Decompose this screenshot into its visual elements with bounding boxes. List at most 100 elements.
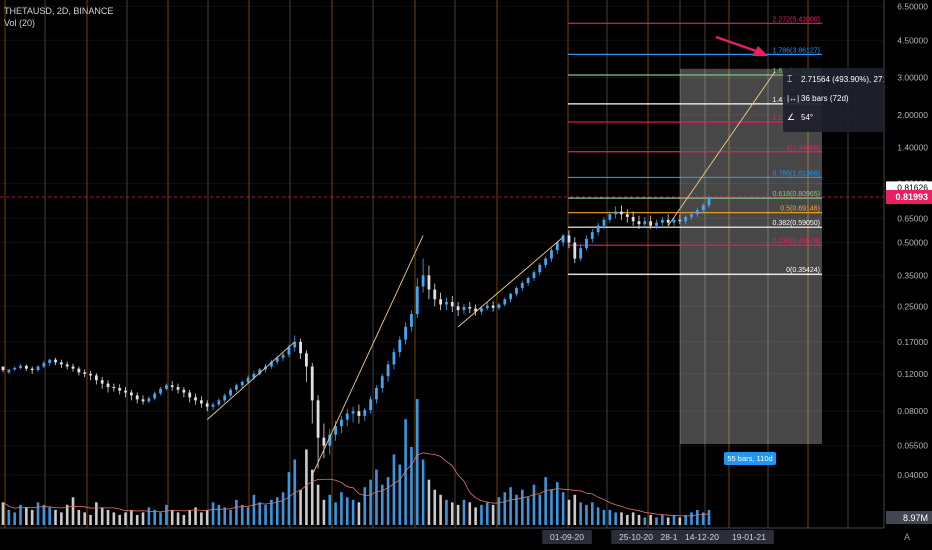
volume-indicator-title: Vol (20) [4, 18, 36, 28]
candle-body [234, 385, 238, 390]
candle-body [65, 364, 69, 367]
volume-bar [696, 509, 699, 525]
candle-body [340, 419, 343, 427]
volume-bar [258, 502, 262, 525]
candle-body [439, 299, 443, 305]
volume-bar [620, 512, 623, 525]
fib-label: 0.786(1.01368) [773, 170, 820, 177]
candle-body [672, 219, 676, 223]
candle-body [59, 362, 63, 365]
candle-body [275, 357, 279, 362]
volume-bar [380, 484, 384, 525]
volume-bar [13, 512, 16, 525]
candle-body [7, 369, 11, 373]
volume-bar [363, 487, 367, 525]
measure-angle: 54° [801, 113, 813, 122]
candle-body [666, 219, 670, 223]
candle-body [30, 368, 34, 371]
volume-bar [1, 502, 5, 525]
volume-bar [561, 492, 565, 525]
arrow-shaft [715, 35, 760, 54]
candle-body [392, 352, 396, 365]
volume-bar [491, 504, 495, 525]
volume-bar [626, 514, 629, 525]
price-tick-label: 0.05500 [897, 441, 928, 451]
trend-line [311, 235, 424, 476]
price-tick-label: 0.25000 [897, 301, 928, 311]
volume-bar [485, 502, 489, 525]
candle-body [637, 221, 641, 225]
volume-bar [229, 509, 232, 525]
volume-bar [217, 504, 221, 525]
volume-bar [328, 494, 332, 525]
candle-body [205, 403, 209, 407]
candle-body [170, 385, 174, 388]
volume-bar [275, 497, 279, 525]
time-axis[interactable]: 01-09-20 25-10-20 28-1 14-12-20 19-01-21 [0, 527, 884, 550]
candle-body [590, 232, 594, 239]
volume-bar [573, 494, 577, 525]
auto-scale-label[interactable]: A [904, 532, 910, 542]
candle-body [246, 377, 250, 382]
candle-body [678, 219, 682, 222]
candle-body [229, 389, 232, 396]
volume-bar [579, 502, 582, 525]
candle-body [293, 341, 297, 348]
time-label-bg [611, 530, 661, 544]
fib-label: 1(1.34000) [786, 145, 820, 152]
volume-bar [235, 499, 238, 525]
fib-label: 2.272(5.41000) [773, 16, 820, 23]
volume-bar [614, 512, 617, 525]
candle-body [357, 411, 361, 416]
volume-bar [520, 489, 524, 525]
measure-price-range: 2.71564 (493.90%), 27156 [801, 75, 896, 84]
time-label-bg [677, 530, 727, 544]
volume-bar [176, 512, 180, 525]
pink-arrow [715, 35, 768, 56]
volume-bar [334, 502, 337, 525]
candle-body [415, 286, 419, 314]
volume-bar [655, 517, 658, 525]
time-label: 25-10-20 [619, 532, 653, 542]
time-label-bg [542, 530, 592, 544]
volume-bar [48, 507, 51, 525]
candle-body [375, 387, 378, 400]
price-tick-label: 6.50000 [897, 1, 928, 11]
candle-body [649, 221, 653, 226]
volume-bar [526, 497, 530, 525]
volume-bar [223, 507, 227, 525]
price-tick-label: 0.08000 [897, 406, 928, 416]
candle-body [345, 413, 349, 420]
price-tick-label: 0.12000 [897, 369, 928, 379]
volume-bar [404, 419, 407, 525]
arrow-head [752, 46, 768, 56]
volume-bar [316, 484, 320, 525]
auto-scale-button[interactable]: A [899, 529, 915, 545]
volume-bar [30, 509, 34, 525]
volume-bar [497, 497, 501, 525]
candle-body [281, 354, 285, 358]
candle-body [310, 366, 314, 401]
candle-body [520, 283, 524, 289]
candle-body [194, 397, 197, 401]
volume-bar [36, 502, 40, 525]
volume-bar [462, 499, 466, 525]
time-label: 14-12-20 [685, 532, 719, 542]
volume-bar [532, 484, 536, 525]
volume-bar [509, 487, 512, 525]
candle-body [386, 364, 390, 377]
volume-bar [555, 482, 559, 525]
candle-body [561, 235, 565, 243]
volume-bar [415, 399, 419, 525]
candle-body [141, 399, 145, 402]
candle-body [410, 313, 413, 327]
volume-bar [299, 489, 302, 525]
volume-bar [19, 504, 22, 525]
volume-bar [369, 479, 372, 525]
price-tick-label: 0.04000 [897, 470, 928, 480]
volume-bar [503, 492, 507, 525]
fib-label: 1.786(3.86127) [773, 47, 820, 54]
price-axis[interactable]: 6.500004.500003.000002.000001.400000.950… [883, 0, 932, 550]
